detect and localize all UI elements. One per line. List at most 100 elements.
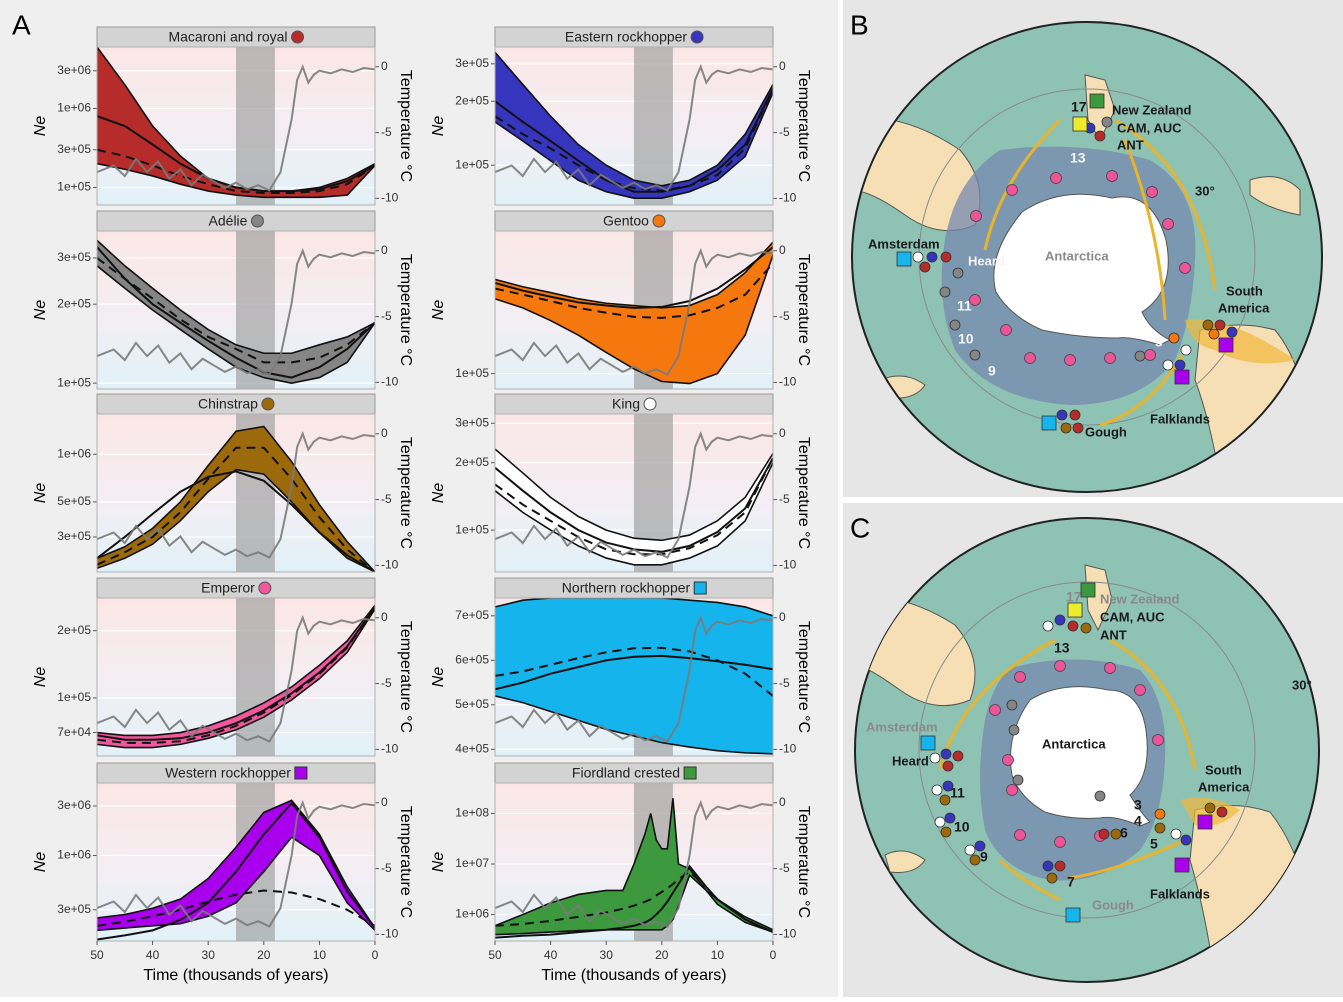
colony-dot	[970, 210, 982, 222]
map-label: Amsterdam	[866, 719, 938, 734]
map-number: 7	[1067, 874, 1075, 890]
colony-dot	[969, 294, 981, 306]
y-tick-label: 1e+06	[57, 848, 91, 862]
y2-tick-label: -10	[779, 927, 797, 941]
route-arrow	[938, 638, 1197, 902]
solid-line	[495, 654, 773, 691]
map-label: America	[1218, 300, 1270, 315]
y2-tick-label: -5	[779, 492, 790, 506]
map-label: 30°	[1292, 677, 1312, 692]
y2-axis-label: Temperature °C	[795, 70, 812, 182]
species-dot	[929, 752, 941, 764]
species-dot	[1054, 614, 1066, 626]
colony-dot	[1000, 324, 1012, 336]
species-dot	[1154, 822, 1166, 834]
species-dot	[1168, 332, 1180, 344]
map-label: Falklands	[1150, 886, 1210, 901]
y-tick-label: 2e+05	[455, 455, 489, 469]
solid-line	[97, 606, 375, 741]
band	[97, 47, 375, 198]
species-dot	[1042, 860, 1054, 872]
y-tick-label: 1e+05	[455, 157, 489, 171]
y-tick-label: 5e+05	[57, 494, 91, 508]
x-axis-label: Time (thousands of years)	[541, 967, 726, 984]
plot-frame	[494, 413, 774, 573]
y2-tick-label: 0	[779, 59, 786, 73]
y-axis-label: Ne	[430, 852, 447, 873]
species-dot	[939, 286, 951, 298]
species-square	[1080, 582, 1096, 598]
map-number: 9	[988, 363, 996, 379]
colony-dot	[1146, 186, 1158, 198]
colony-dot	[1002, 754, 1014, 766]
lgm-shade	[634, 47, 673, 205]
species-dot	[1012, 774, 1024, 786]
x-tick-label: 30	[600, 948, 614, 962]
panel-title: Macaroni and royal	[168, 29, 287, 45]
lgm-shade	[236, 598, 275, 756]
x-axis-label: Time (thousands of years)	[143, 967, 328, 984]
plot-area	[97, 598, 375, 756]
species-square	[1197, 814, 1213, 830]
band-lower	[495, 695, 773, 755]
solid-line	[97, 470, 375, 572]
map-number: 10	[954, 819, 970, 835]
plot-frame	[494, 46, 774, 206]
dashed-line	[97, 446, 375, 572]
y2-tick-label: -5	[381, 492, 392, 506]
species-dot	[1180, 344, 1192, 356]
species-square	[1174, 857, 1190, 873]
species-dot	[974, 840, 986, 852]
band-upper	[495, 448, 773, 542]
species-dot	[1202, 319, 1214, 331]
panel: Eastern rockhopper 1e+05 2e+05 3e+05 0 -5 -10 N…	[430, 26, 812, 206]
panel-title: King	[612, 396, 640, 412]
y2-tick-label: -5	[381, 125, 392, 139]
band-upper	[495, 598, 773, 617]
species-dot	[1154, 808, 1166, 820]
route-arrow	[983, 118, 1217, 427]
species-dot	[1008, 724, 1020, 736]
panel: Western rockhopper 3e+05 1e+06 3e+06 0 -5 -10 N…	[32, 762, 414, 984]
panel: Fiordland crested 1e+06 1e+07 1e+08 0 -5 -10 Ne…	[430, 762, 812, 984]
colony-dot	[1106, 170, 1118, 182]
y2-axis-label: Temperature °C	[397, 437, 414, 549]
species-square	[1218, 337, 1234, 353]
band	[495, 798, 773, 935]
dashed-line	[495, 457, 773, 556]
temperature-line	[97, 614, 375, 743]
y-tick-label: 1e+06	[57, 101, 91, 115]
band-upper	[495, 241, 773, 309]
species-dot	[1046, 872, 1058, 884]
y-tick-label: 1e+06	[57, 447, 91, 461]
species-dot	[1056, 409, 1068, 421]
map-label: CAM, AUC	[1100, 609, 1165, 624]
plot-area	[495, 783, 773, 941]
y2-tick-label: 0	[779, 243, 786, 257]
band-lower	[495, 254, 773, 385]
colony-dot	[1050, 172, 1062, 184]
title-marker	[258, 581, 272, 595]
species-dot	[1072, 422, 1084, 434]
land	[1249, 176, 1301, 216]
map-label: CAM, AUC	[1117, 120, 1182, 135]
y-tick-label: 1e+05	[455, 522, 489, 536]
x-tick-label: 0	[372, 948, 379, 962]
colony-dot	[1054, 836, 1066, 848]
plot-frame	[494, 230, 774, 390]
panel: Gentoo 1e+05 0 -5 -10 Ne Temperature °C	[430, 210, 812, 390]
title-marker	[294, 766, 308, 780]
plot-area	[97, 47, 375, 205]
dashed-line	[495, 870, 773, 934]
map-label: New Zealand	[1100, 591, 1180, 606]
y2-tick-label: 0	[381, 795, 388, 809]
band-lower	[97, 608, 375, 749]
dashed-line	[97, 257, 375, 364]
map-label: Falklands	[1150, 411, 1210, 426]
y2-axis-label: Temperature °C	[397, 70, 414, 182]
y2-tick-label: -10	[381, 927, 399, 941]
map-number: 9	[980, 849, 988, 865]
y2-tick-label: -10	[381, 191, 399, 205]
panel: Emperor 7e+04 1e+05 2e+05 0 -5 -10 Ne Temperatur…	[32, 577, 414, 757]
panel-title: Eastern rockhopper	[565, 29, 688, 45]
